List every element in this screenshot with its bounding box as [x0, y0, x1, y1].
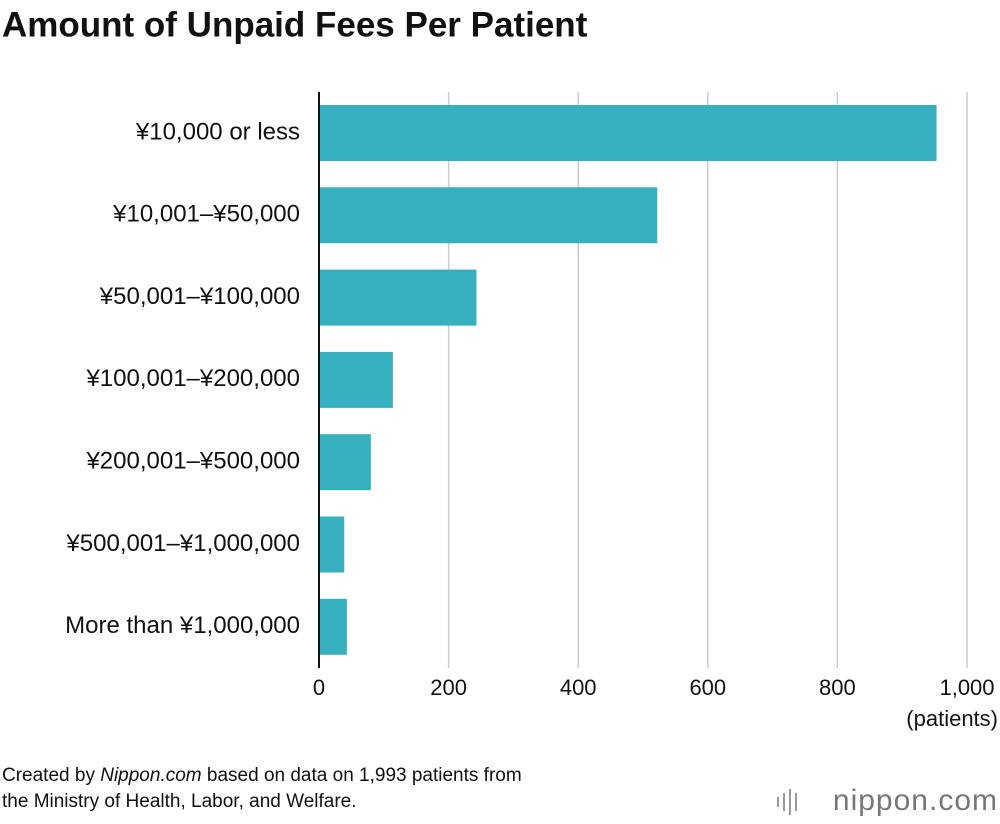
logo: nippon.com	[833, 784, 998, 817]
y-tick-label: ¥100,001–¥200,000	[85, 365, 300, 392]
note-text: based on data on 1,993 patients from	[202, 765, 522, 786]
chart-title: Amount of Unpaid Fees Per Patient	[2, 5, 588, 44]
bar	[319, 351, 393, 408]
note-line: the Ministry of Health, Labor, and Welfa…	[2, 791, 357, 812]
x-tick-label: 0	[313, 675, 325, 700]
bar	[319, 269, 477, 326]
x-tick-label: 600	[689, 675, 726, 700]
bar	[319, 105, 937, 161]
y-tick-label: ¥10,001–¥50,000	[112, 201, 300, 228]
bar	[319, 187, 658, 244]
y-tick-label: ¥200,001–¥500,000	[85, 448, 300, 475]
x-tick-label: 200	[430, 675, 467, 700]
bar	[319, 434, 371, 491]
note-line: Created by Nippon.com based on data on 1…	[2, 765, 522, 786]
x-tick-label: 400	[560, 675, 597, 700]
y-tick-label: ¥50,001–¥100,000	[99, 283, 300, 310]
plot-area: 0 200 400 600 800 1,000 ¥10,000 or less ¥10,001…	[65, 92, 995, 700]
y-tick-label: More than ¥1,000,000	[65, 612, 300, 639]
x-tick-label: 800	[819, 675, 856, 700]
bar	[319, 598, 347, 655]
x-axis-label: (patients)	[906, 706, 998, 731]
logo-icon	[777, 789, 797, 815]
x-tick-label: 1,000	[939, 675, 994, 700]
note-text: Created by	[2, 765, 100, 786]
y-tick-label: ¥500,001–¥1,000,000	[65, 530, 300, 557]
y-tick-label: ¥10,000 or less	[135, 118, 300, 145]
bar	[319, 516, 345, 573]
note-text: Nippon.com	[100, 765, 201, 786]
